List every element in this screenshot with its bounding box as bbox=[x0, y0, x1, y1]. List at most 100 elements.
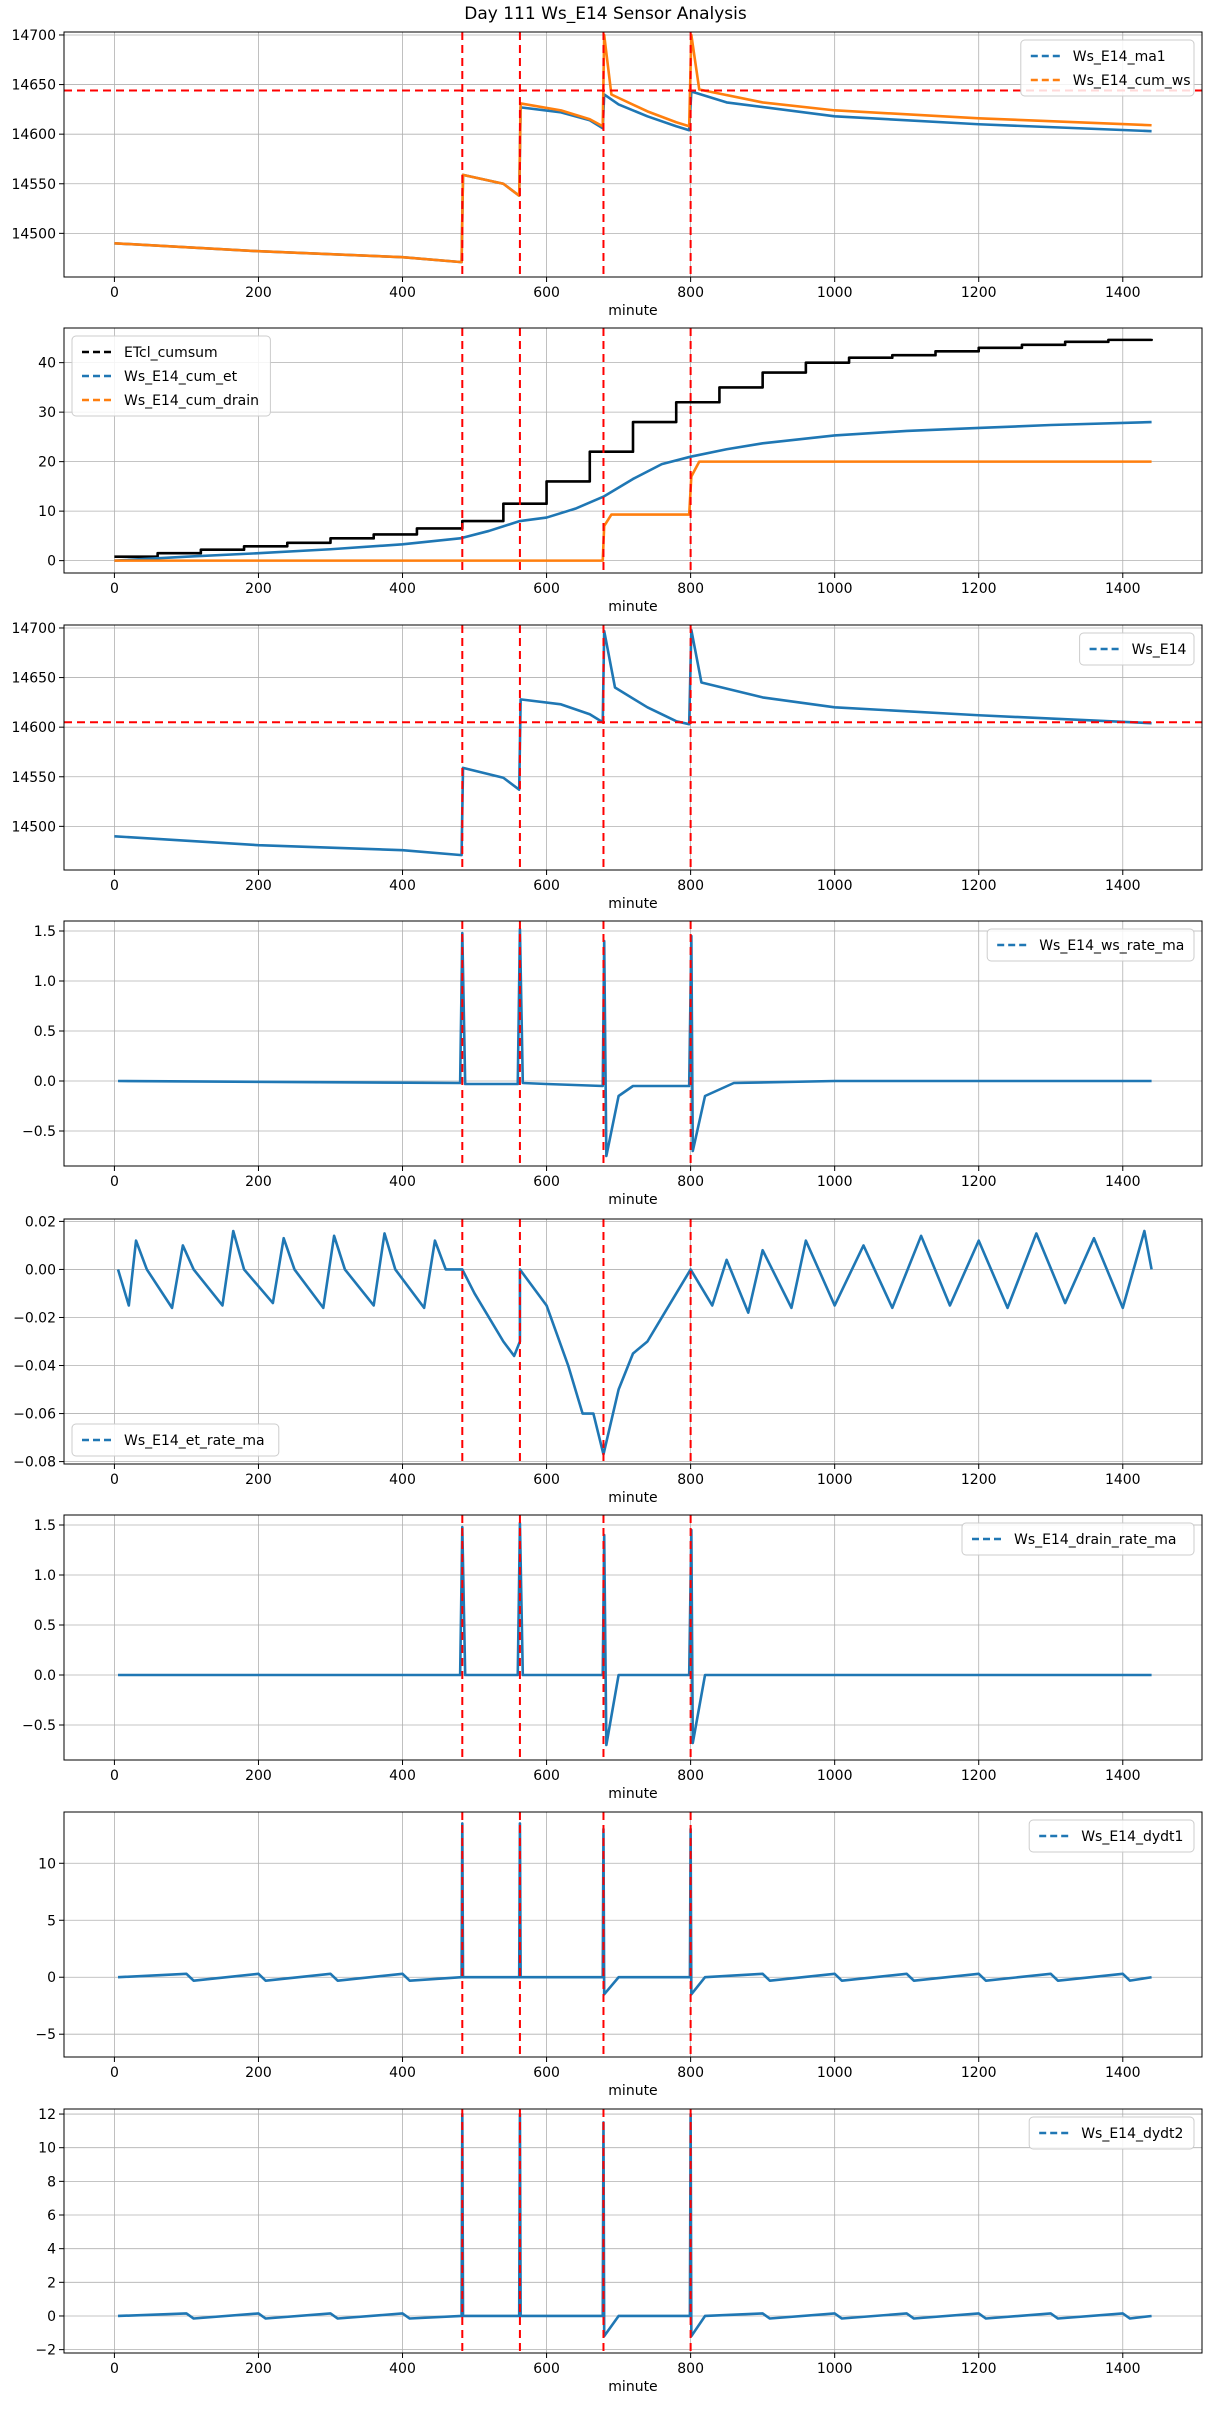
x-tick-label: 0 bbox=[110, 1768, 119, 1784]
x-axis-label: minute bbox=[608, 303, 657, 319]
chart-panel-8: 0 200 400 600 800 1000 1200 1400 −2 0 2 4 6 8 10 12 minu… bbox=[35, 2107, 1203, 2395]
x-tick-label: 200 bbox=[245, 1768, 272, 1784]
x-tick-label: 1400 bbox=[1105, 1174, 1141, 1190]
y-tick-label: −0.04 bbox=[13, 1359, 56, 1375]
x-tick-label: 800 bbox=[677, 878, 704, 894]
y-tick-label: 14650 bbox=[11, 78, 56, 94]
x-tick-label: 800 bbox=[677, 2361, 704, 2377]
y-tick-label: −0.08 bbox=[13, 1455, 56, 1471]
x-axis-label: minute bbox=[608, 599, 657, 615]
axes-frame bbox=[63, 1514, 1203, 1761]
y-tick-label: −0.5 bbox=[22, 1718, 56, 1734]
legend-box bbox=[1028, 2116, 1195, 2150]
y-tick-label: 14500 bbox=[11, 226, 56, 242]
x-tick-label: 200 bbox=[245, 581, 272, 597]
x-axis-label: minute bbox=[608, 1490, 657, 1506]
axes-frame bbox=[63, 920, 1203, 1167]
y-tick-label: 1.0 bbox=[34, 1568, 56, 1584]
legend-label: Ws_E14_dydt1 bbox=[1081, 1829, 1183, 1845]
legend-label: Ws_E14_cum_et bbox=[124, 369, 238, 385]
series-line-ETcl_cumsum bbox=[114, 338, 1153, 558]
legend-box bbox=[1020, 39, 1195, 97]
y-tick-label: 0 bbox=[47, 2309, 56, 2325]
chart-panel-1: 0 200 400 600 800 1000 1200 1400 14500 14550 14600… bbox=[11, 28, 1203, 319]
x-tick-label: 800 bbox=[677, 1174, 704, 1190]
chart-panel-6: 0 200 400 600 800 1000 1200 1400 −0.5 0.0 0.5 1.0 1.… bbox=[22, 1514, 1203, 1802]
x-tick-label: 400 bbox=[389, 2361, 416, 2377]
legend-box bbox=[71, 1423, 280, 1457]
x-tick-label: 800 bbox=[677, 2065, 704, 2081]
x-tick-label: 1000 bbox=[817, 1768, 853, 1784]
x-axis-label: minute bbox=[608, 1192, 657, 1208]
series-line-Ws_E14_dydt1 bbox=[117, 1822, 1152, 1996]
series-line-Ws_E14 bbox=[114, 628, 1152, 857]
legend-label: ETcl_cumsum bbox=[124, 345, 218, 361]
axes-frame bbox=[63, 1218, 1203, 1465]
legend-box bbox=[986, 928, 1195, 962]
x-tick-label: 1200 bbox=[961, 2361, 997, 2377]
x-tick-label: 600 bbox=[533, 1768, 560, 1784]
axes-frame bbox=[63, 327, 1203, 574]
axes-frame bbox=[63, 1811, 1203, 2058]
x-tick-label: 1400 bbox=[1105, 285, 1141, 301]
x-tick-label: 1200 bbox=[961, 285, 997, 301]
legend: Ws_E14_drain_rate_ma bbox=[961, 1522, 1195, 1556]
x-tick-label: 600 bbox=[533, 285, 560, 301]
chart-panel-5: 0 200 400 600 800 1000 1200 1400 −0.08 −0.06 −0.04… bbox=[13, 1214, 1203, 1506]
y-tick-label: 40 bbox=[38, 356, 56, 372]
x-tick-label: 1200 bbox=[961, 878, 997, 894]
x-tick-label: 1400 bbox=[1105, 2065, 1141, 2081]
y-tick-label: 10 bbox=[38, 504, 56, 520]
y-tick-label: 0.0 bbox=[34, 1074, 56, 1090]
chart-panel-7: 0 200 400 600 800 1000 1200 1400 −5 0 5 10 minute Ws_… bbox=[35, 1811, 1203, 2099]
y-tick-label: 10 bbox=[38, 2141, 56, 2157]
y-tick-label: 14600 bbox=[11, 127, 56, 143]
series-line-Ws_E14_ma1 bbox=[114, 90, 1152, 264]
x-tick-label: 400 bbox=[389, 1472, 416, 1488]
chart-panel-4: 0 200 400 600 800 1000 1200 1400 −0.5 0.0 0.5 1.0 1.… bbox=[22, 920, 1203, 1208]
x-tick-label: 1200 bbox=[961, 1768, 997, 1784]
x-tick-label: 1000 bbox=[817, 285, 853, 301]
legend: Ws_E14_ws_rate_ma bbox=[986, 928, 1195, 962]
x-tick-label: 1200 bbox=[961, 1472, 997, 1488]
x-tick-label: 400 bbox=[389, 1174, 416, 1190]
axes-frame bbox=[63, 624, 1203, 871]
x-tick-label: 200 bbox=[245, 2065, 272, 2081]
legend: Ws_E14 bbox=[1079, 632, 1195, 666]
x-tick-label: 1200 bbox=[961, 2065, 997, 2081]
x-tick-label: 800 bbox=[677, 1768, 704, 1784]
chart-panel-2: 0 200 400 600 800 1000 1200 1400 0 10 20 30 40 minute… bbox=[38, 327, 1203, 615]
x-tick-label: 1200 bbox=[961, 1174, 997, 1190]
y-tick-label: −2 bbox=[35, 2343, 56, 2359]
legend-box bbox=[1079, 632, 1195, 666]
legend-label: Ws_E14_dydt2 bbox=[1081, 2126, 1183, 2142]
y-tick-label: 6 bbox=[47, 2208, 56, 2224]
x-tick-label: 0 bbox=[110, 2361, 119, 2377]
x-tick-label: 800 bbox=[677, 1472, 704, 1488]
legend: ETcl_cumsum Ws_E14_cum_et Ws_E14_cum_drain bbox=[71, 335, 271, 417]
x-tick-label: 0 bbox=[110, 581, 119, 597]
y-tick-label: 2 bbox=[47, 2275, 56, 2291]
series-line-Ws_E14_cum_ws bbox=[114, 33, 1152, 264]
y-tick-label: 0.02 bbox=[25, 1214, 56, 1230]
legend: Ws_E14_dydt2 bbox=[1028, 2116, 1195, 2150]
x-tick-label: 200 bbox=[245, 878, 272, 894]
legend-label: Ws_E14_drain_rate_ma bbox=[1014, 1532, 1176, 1548]
x-tick-label: 0 bbox=[110, 2065, 119, 2081]
legend-label: Ws_E14_cum_drain bbox=[124, 393, 259, 409]
x-tick-label: 0 bbox=[110, 878, 119, 894]
y-tick-label: 0.0 bbox=[34, 1668, 56, 1684]
legend-label: Ws_E14_ma1 bbox=[1073, 49, 1166, 65]
x-tick-label: 0 bbox=[110, 1472, 119, 1488]
legend-box bbox=[71, 335, 271, 417]
chart-panel-3: 0 200 400 600 800 1000 1200 1400 14500 14550 14600… bbox=[11, 621, 1203, 912]
x-axis-label: minute bbox=[608, 896, 657, 912]
series-line-Ws_E14_et_rate_ma bbox=[116, 1229, 1153, 1456]
x-tick-label: 1400 bbox=[1105, 878, 1141, 894]
x-tick-label: 1400 bbox=[1105, 1472, 1141, 1488]
x-axis-label: minute bbox=[608, 1786, 657, 1802]
x-tick-label: 200 bbox=[245, 2361, 272, 2377]
x-tick-label: 1400 bbox=[1105, 581, 1141, 597]
axes-frame bbox=[63, 31, 1203, 278]
x-tick-label: 1400 bbox=[1105, 1768, 1141, 1784]
